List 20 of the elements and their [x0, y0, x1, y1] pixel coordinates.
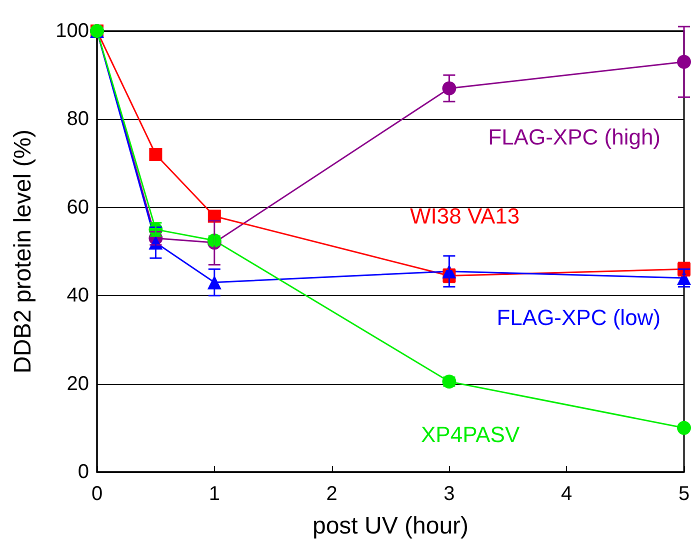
series-label: FLAG-XPC (high) [488, 124, 661, 150]
x-tick-label: 0 [91, 483, 103, 505]
point [149, 148, 162, 161]
series-label: FLAG-XPC (low) [496, 305, 661, 330]
x-axis-title: post UV (hour) [312, 512, 469, 540]
x-tick-label: 5 [678, 483, 690, 505]
x-tick-label: 4 [561, 483, 572, 505]
y-tick-label: 0 [78, 461, 89, 483]
y-tick-label: 20 [66, 372, 89, 395]
x-tick-label: 2 [326, 483, 338, 505]
x-tick-label: 3 [444, 483, 455, 505]
point [677, 420, 691, 435]
y-tick-label: 60 [66, 196, 89, 218]
x-tick-label: 1 [208, 483, 220, 505]
series-label: WI38 VA13 [410, 204, 520, 229]
y-tick-label: 40 [66, 284, 89, 307]
y-tick-label: 80 [66, 108, 89, 130]
series-label: XP4PASV [420, 422, 520, 448]
y-tick-label: 100 [56, 20, 89, 42]
y-axis-title: DDB2 protein level (%) [10, 129, 36, 374]
